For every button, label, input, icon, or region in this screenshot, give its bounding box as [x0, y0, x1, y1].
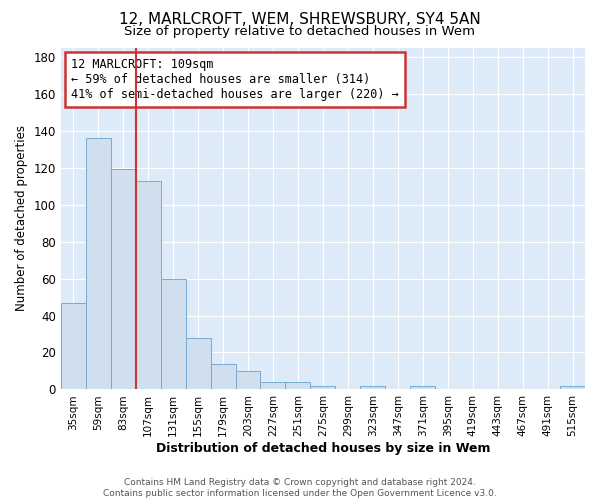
Bar — [310, 386, 335, 390]
X-axis label: Distribution of detached houses by size in Wem: Distribution of detached houses by size … — [155, 442, 490, 455]
Text: 12 MARLCROFT: 109sqm
← 59% of detached houses are smaller (314)
41% of semi-deta: 12 MARLCROFT: 109sqm ← 59% of detached h… — [71, 58, 399, 101]
Text: Contains HM Land Registry data © Crown copyright and database right 2024.
Contai: Contains HM Land Registry data © Crown c… — [103, 478, 497, 498]
Bar — [111, 170, 136, 390]
Bar — [286, 382, 310, 390]
Bar — [410, 386, 435, 390]
Bar — [236, 371, 260, 390]
Text: 12, MARLCROFT, WEM, SHREWSBURY, SY4 5AN: 12, MARLCROFT, WEM, SHREWSBURY, SY4 5AN — [119, 12, 481, 28]
Bar — [211, 364, 236, 390]
Bar — [185, 338, 211, 390]
Bar — [136, 180, 161, 390]
Text: Size of property relative to detached houses in Wem: Size of property relative to detached ho… — [125, 25, 476, 38]
Bar — [61, 302, 86, 390]
Bar — [86, 138, 111, 390]
Bar — [260, 382, 286, 390]
Bar — [161, 278, 185, 390]
Bar — [361, 386, 385, 390]
Bar — [560, 386, 585, 390]
Y-axis label: Number of detached properties: Number of detached properties — [15, 126, 28, 312]
